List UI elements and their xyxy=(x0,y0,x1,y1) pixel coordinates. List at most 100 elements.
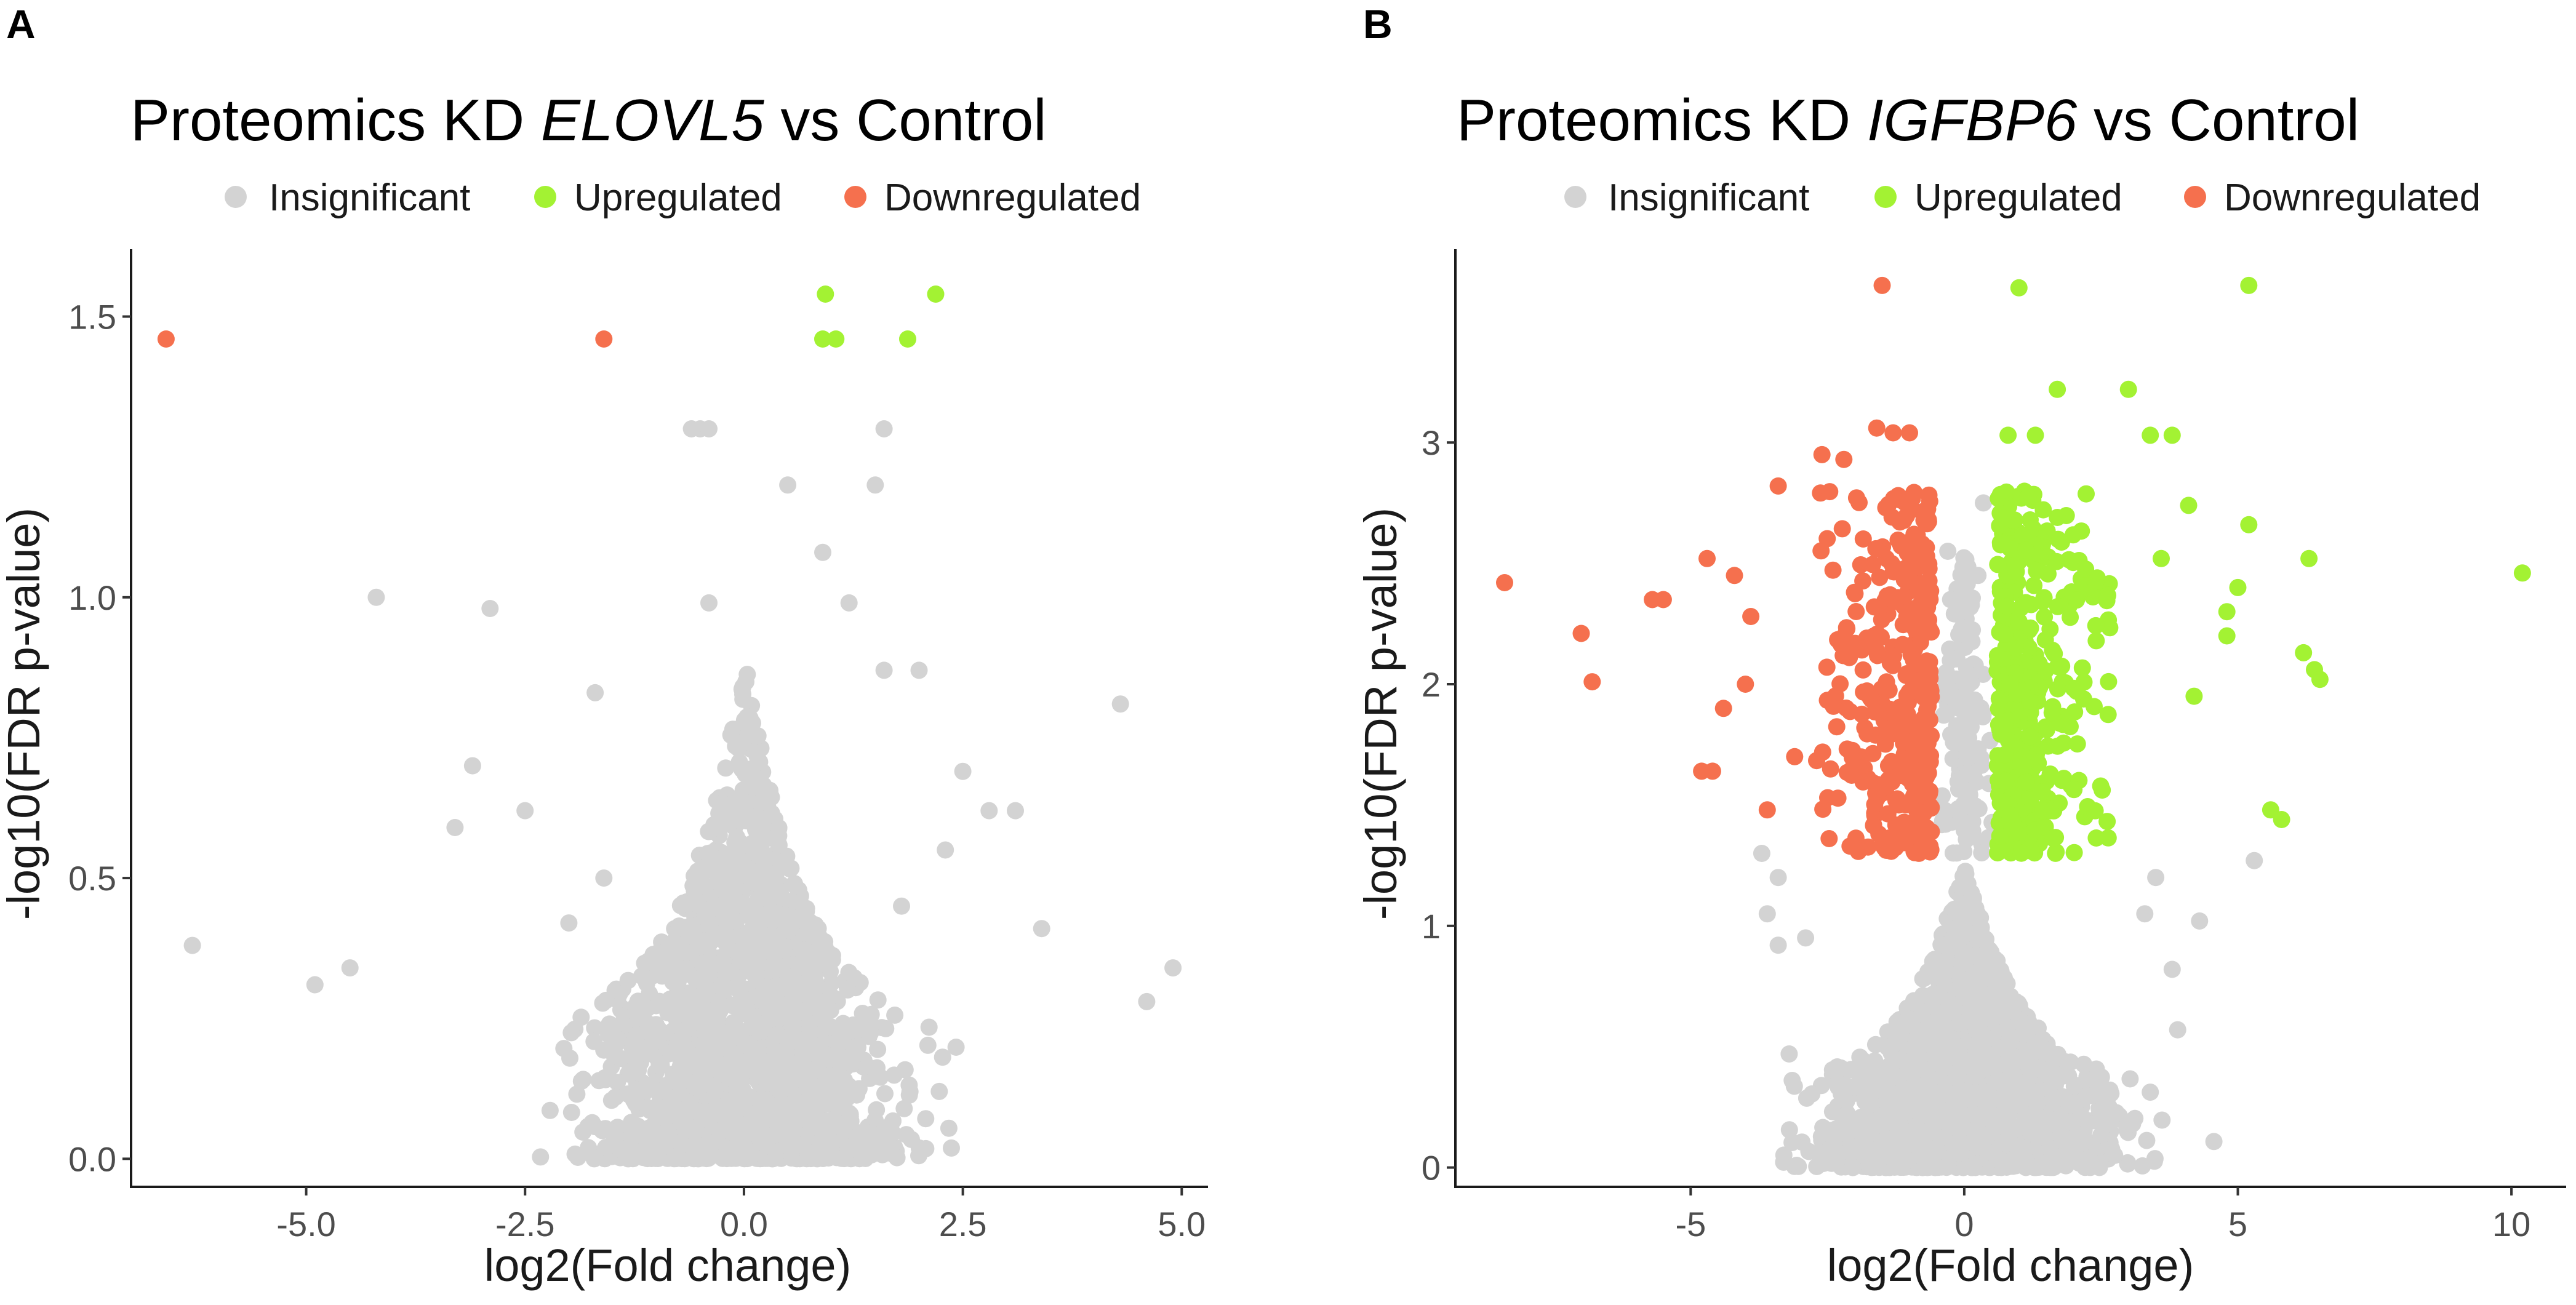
point-insignificant xyxy=(2163,960,2181,978)
point-insignificant xyxy=(2191,912,2209,930)
point-insignificant xyxy=(759,864,777,882)
point-upregulated xyxy=(2034,593,2052,610)
point-insignificant xyxy=(862,1005,880,1023)
point-insignificant xyxy=(568,1085,586,1103)
point-insignificant xyxy=(662,1044,679,1062)
point-downregulated xyxy=(1818,658,1836,676)
point-insignificant xyxy=(1854,1052,1872,1069)
point-insignificant xyxy=(1846,1079,1863,1096)
point-downregulated xyxy=(1887,593,1905,610)
point-insignificant xyxy=(836,1071,854,1089)
point-downregulated xyxy=(1892,763,1910,781)
point-downregulated xyxy=(1882,842,1900,860)
point-upregulated xyxy=(1994,509,2012,527)
point-insignificant xyxy=(597,1139,615,1156)
point-insignificant xyxy=(745,1008,762,1026)
point-upregulated xyxy=(2017,541,2034,559)
point-upregulated xyxy=(2087,632,2105,650)
point-insignificant xyxy=(721,996,739,1013)
point-insignificant xyxy=(721,1058,739,1076)
point-insignificant xyxy=(2205,1133,2223,1151)
point-downregulated xyxy=(1846,583,1863,601)
y-tick-label: 1.5 xyxy=(68,298,116,337)
point-insignificant xyxy=(2142,1084,2159,1101)
point-insignificant xyxy=(562,1024,580,1042)
point-insignificant xyxy=(876,1085,894,1103)
panel-letter-a: A xyxy=(6,1,36,47)
point-insignificant xyxy=(785,875,803,892)
point-insignificant xyxy=(2027,1106,2045,1123)
point-insignificant xyxy=(895,1099,913,1117)
point-upregulated xyxy=(1996,746,2014,764)
y-tick-label: 0 xyxy=(1422,1149,1441,1187)
point-upregulated xyxy=(2038,522,2056,540)
point-insignificant xyxy=(724,1121,742,1139)
point-insignificant xyxy=(597,1071,615,1088)
point-upregulated xyxy=(2073,522,2090,540)
point-upregulated xyxy=(2065,781,2083,799)
point-insignificant xyxy=(1889,1051,1906,1069)
point-insignificant xyxy=(1878,1038,1896,1056)
point-downregulated xyxy=(1905,484,1923,501)
point-insignificant xyxy=(2145,1152,2163,1170)
point-insignificant xyxy=(796,941,814,959)
point-insignificant xyxy=(306,976,324,994)
point-insignificant xyxy=(715,870,733,888)
point-insignificant xyxy=(735,990,753,1008)
point-upregulated xyxy=(2100,672,2118,690)
point-upregulated xyxy=(2036,662,2054,679)
y-tick-label: 2 xyxy=(1422,665,1441,704)
point-insignificant xyxy=(1929,1042,1947,1060)
point-downregulated xyxy=(1854,773,1872,791)
point-insignificant xyxy=(766,878,784,896)
point-insignificant xyxy=(840,594,858,612)
point-insignificant xyxy=(1942,591,1959,609)
point-insignificant xyxy=(712,925,730,943)
point-insignificant xyxy=(700,1149,718,1167)
point-insignificant xyxy=(738,708,756,726)
point-insignificant xyxy=(367,588,385,606)
y-axis-title-a: -log10(FDR p-value) xyxy=(0,508,49,920)
point-insignificant xyxy=(708,1098,726,1115)
point-insignificant xyxy=(706,1045,724,1063)
point-downregulated xyxy=(1920,486,1938,504)
point-insignificant xyxy=(749,1067,767,1085)
point-insignificant xyxy=(728,828,746,846)
point-insignificant xyxy=(1825,1133,1843,1151)
point-insignificant xyxy=(2092,1126,2110,1144)
point-insignificant xyxy=(617,1147,635,1165)
legend-marker-upregulated-a xyxy=(534,186,556,208)
point-upregulated xyxy=(2218,627,2236,645)
point-insignificant xyxy=(2034,1119,2052,1137)
point-insignificant xyxy=(593,1122,611,1139)
y-axis-title-b: -log10(FDR p-value) xyxy=(1355,508,1406,920)
point-downregulated xyxy=(1841,837,1859,855)
point-insignificant xyxy=(562,1104,580,1121)
point-downregulated xyxy=(1907,762,1924,780)
point-insignificant xyxy=(1863,1159,1881,1176)
point-insignificant xyxy=(764,959,782,976)
point-insignificant xyxy=(893,897,910,915)
point-upregulated xyxy=(1998,597,2016,615)
point-insignificant xyxy=(685,925,703,943)
point-insignificant xyxy=(850,1143,868,1160)
point-upregulated xyxy=(2014,527,2031,545)
legend-label-insignificant-a: Insignificant xyxy=(269,177,470,219)
point-insignificant xyxy=(1937,663,1955,681)
y-ticks-a: 0.00.51.01.5 xyxy=(68,298,131,1178)
point-insignificant xyxy=(595,869,613,887)
point-insignificant xyxy=(724,1029,742,1047)
point-upregulated xyxy=(2101,619,2119,637)
point-downregulated xyxy=(1726,567,1743,585)
point-insignificant xyxy=(1988,966,2005,983)
point-insignificant xyxy=(717,759,735,777)
point-downregulated xyxy=(1838,620,1856,637)
point-insignificant xyxy=(532,1148,550,1166)
point-insignificant xyxy=(1929,1004,1947,1021)
point-insignificant xyxy=(920,1018,938,1036)
point-insignificant xyxy=(1952,810,1970,828)
point-downregulated xyxy=(1714,700,1732,717)
point-upregulated xyxy=(2142,426,2159,444)
point-insignificant xyxy=(585,1032,603,1050)
